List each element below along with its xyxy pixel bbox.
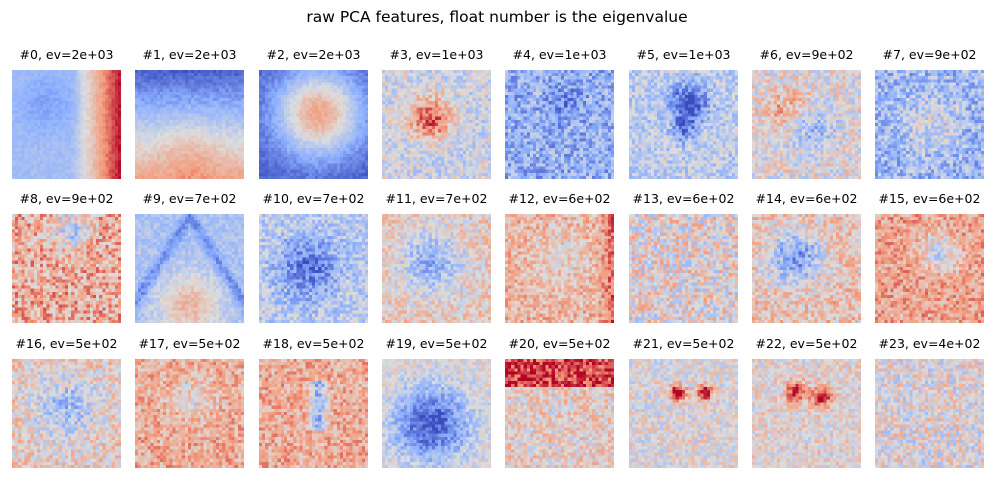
panel-title: #19, ev=5e+02 [385,336,488,351]
panel-title: #12, ev=6e+02 [508,191,611,206]
heatmap-panel [135,70,244,179]
panel-title: #23, ev=4e+02 [878,336,981,351]
panel-title: #2, ev=2e+03 [266,47,361,62]
heatmap-panel [259,359,368,468]
heatmap-panel [382,359,491,468]
heatmap-panel [752,214,861,323]
panel-title: #1, ev=2e+03 [142,47,237,62]
panel-title: #9, ev=7e+02 [142,191,237,206]
panel-title: #7, ev=9e+02 [882,47,977,62]
heatmap-panel [629,214,738,323]
panel-title: #21, ev=5e+02 [632,336,735,351]
panel-title: #8, ev=9e+02 [19,191,114,206]
heatmap-panel [259,214,368,323]
heatmap-panel [259,70,368,179]
heatmap-panel [382,70,491,179]
panel-title: #16, ev=5e+02 [15,336,118,351]
panel-title: #0, ev=2e+03 [19,47,114,62]
heatmap-panel [629,359,738,468]
figure-title: raw PCA features, float number is the ei… [306,8,688,26]
panel-title: #18, ev=5e+02 [262,336,365,351]
panel-title: #20, ev=5e+02 [508,336,611,351]
panel-title: #11, ev=7e+02 [385,191,488,206]
heatmap-panel [752,70,861,179]
heatmap-panel [875,70,984,179]
heatmap-panel [505,70,614,179]
panel-title: #15, ev=6e+02 [878,191,981,206]
panel-title: #17, ev=5e+02 [138,336,241,351]
panel-title: #3, ev=1e+03 [389,47,484,62]
heatmap-panel [629,70,738,179]
panel-title: #10, ev=7e+02 [262,191,365,206]
heatmap-panel [12,214,121,323]
heatmap-panel [135,214,244,323]
panel-title: #22, ev=5e+02 [755,336,858,351]
panel-title: #4, ev=1e+03 [512,47,607,62]
panel-title: #14, ev=6e+02 [755,191,858,206]
heatmap-panel [12,70,121,179]
heatmap-panel [382,214,491,323]
heatmap-panel [875,359,984,468]
heatmap-panel [12,359,121,468]
heatmap-panel [135,359,244,468]
heatmap-panel [505,359,614,468]
panel-title: #6, ev=9e+02 [759,47,854,62]
heatmap-panel [505,214,614,323]
heatmap-panel [875,214,984,323]
panel-title: #5, ev=1e+03 [636,47,731,62]
heatmap-panel [752,359,861,468]
panel-title: #13, ev=6e+02 [632,191,735,206]
